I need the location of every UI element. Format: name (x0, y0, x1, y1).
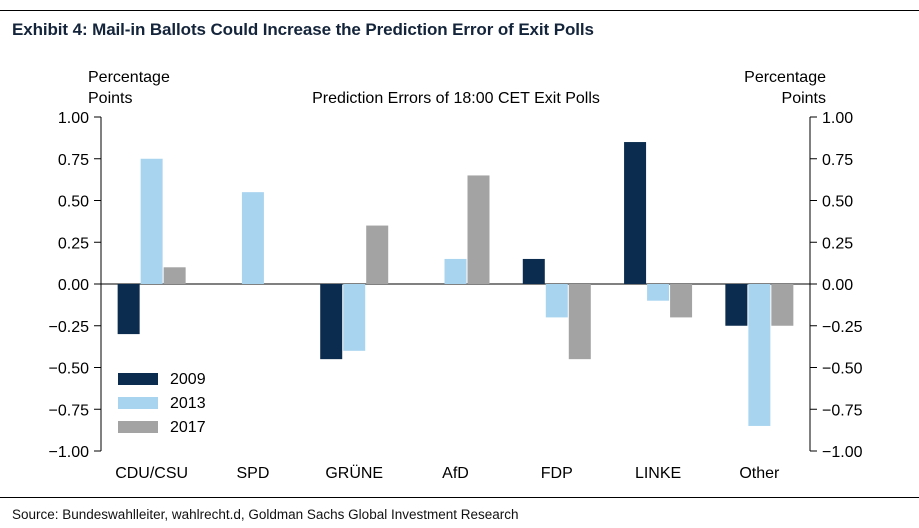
x-labels: CDU/CSU SPD GRÜNE AfD FDP LINKE Other (115, 464, 780, 482)
left-tick-label: −0.75 (49, 402, 90, 419)
right-tick-label: 0.50 (822, 194, 853, 211)
legend: 2009 2013 2017 (118, 371, 206, 436)
left-tick-label: 0.50 (58, 194, 89, 211)
bar-2009-linke (624, 142, 647, 284)
left-tick-label: 0.25 (58, 235, 89, 252)
legend-label-2013: 2013 (170, 395, 206, 412)
right-tick-label: 0.25 (822, 235, 853, 252)
bar-2013-afd (444, 258, 467, 284)
right-tick-label: −1.00 (822, 444, 863, 461)
bars (117, 142, 794, 426)
chart-title: Prediction Errors of 18:00 CET Exit Poll… (312, 90, 600, 107)
x-tick-label: AfD (442, 465, 469, 482)
x-tick-label: LINKE (635, 465, 681, 482)
bar-2013-spd (241, 192, 264, 284)
left-tick-label: 0.75 (58, 152, 89, 169)
x-tick-label: SPD (236, 465, 269, 482)
legend-swatch-2013 (118, 397, 158, 409)
right-tick-label: −0.75 (822, 402, 863, 419)
left-tick-label: −1.00 (49, 444, 90, 461)
legend-label-2009: 2009 (170, 371, 206, 388)
bar-2009-fdp (522, 258, 545, 284)
left-axis-label-line2: Points (88, 90, 132, 107)
x-tick-label: FDP (541, 465, 573, 482)
left-tick-label: 1.00 (58, 110, 89, 127)
bar-2013-linke (647, 284, 670, 301)
source-note: Source: Bundeswahlleiter, wahlrecht.d, G… (12, 507, 519, 522)
bar-2013-other (748, 284, 771, 426)
right-axis-label-line1: Percentage (744, 69, 826, 86)
bar-2017-grne (366, 225, 389, 284)
y-ticks: 1.00 1.00 0.75 0.75 0.50 0.50 0.25 0.25 0.00 0.00… (49, 110, 863, 461)
left-axis-label-line1: Percentage (88, 69, 170, 86)
bar-2017-cducsu (163, 267, 186, 284)
bottom-rule (0, 497, 919, 498)
right-tick-label: −0.25 (822, 319, 863, 336)
left-tick-label: −0.50 (49, 361, 90, 378)
bar-2009-cducsu (117, 284, 140, 335)
left-tick-label: 0.00 (58, 277, 89, 294)
x-tick-label: GRÜNE (325, 464, 383, 482)
bar-2013-grne (343, 284, 366, 351)
right-axis-label-line2: Points (782, 90, 826, 107)
bar-2013-fdp (545, 284, 568, 318)
x-tick-label: Other (739, 465, 780, 482)
bar-2017-other (771, 284, 794, 326)
bar-2013-cducsu (140, 158, 163, 284)
left-tick-label: −0.25 (49, 319, 90, 336)
right-tick-label: 1.00 (822, 110, 853, 127)
bar-2009-other (725, 284, 748, 326)
bar-2009-grne (320, 284, 343, 360)
bar-2017-linke (670, 284, 693, 318)
top-rule (0, 10, 919, 11)
right-tick-label: 0.00 (822, 277, 853, 294)
legend-label-2017: 2017 (170, 419, 206, 436)
exhibit-title: Exhibit 4: Mail-in Ballots Could Increas… (12, 20, 594, 39)
x-tick-label: CDU/CSU (115, 465, 188, 482)
legend-swatch-2009 (118, 373, 158, 385)
bar-2017-fdp (568, 284, 591, 360)
right-tick-label: 0.75 (822, 152, 853, 169)
bar-2017-afd (467, 175, 490, 284)
legend-swatch-2017 (118, 421, 158, 433)
right-tick-label: −0.50 (822, 361, 863, 378)
